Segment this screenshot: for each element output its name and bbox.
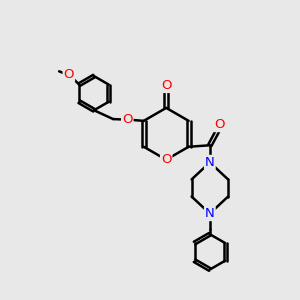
Text: N: N (205, 207, 215, 220)
Text: N: N (205, 156, 215, 169)
Text: O: O (64, 68, 74, 81)
Text: O: O (122, 112, 133, 126)
Text: O: O (161, 79, 171, 92)
Text: O: O (161, 153, 171, 166)
Text: O: O (214, 118, 224, 131)
